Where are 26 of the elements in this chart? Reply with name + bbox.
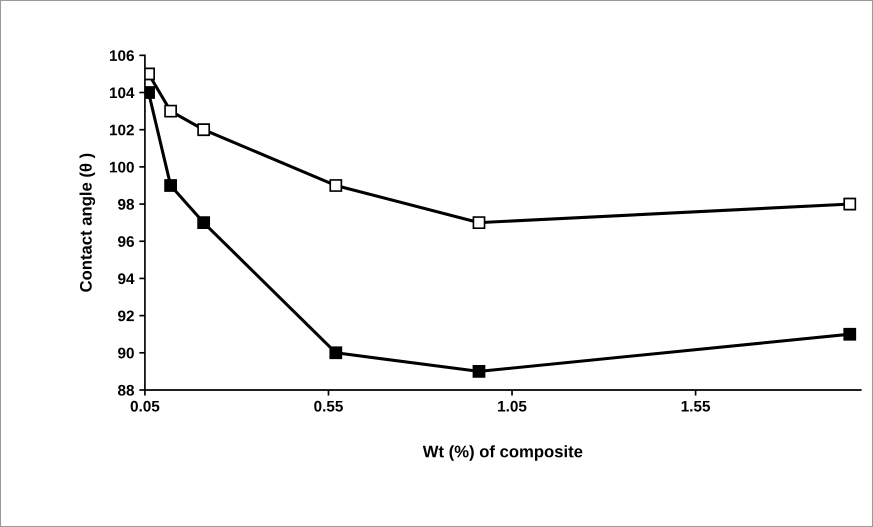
point (164, 104, 178, 118)
point (197, 216, 210, 230)
y-tick-label: 94 (118, 273, 134, 284)
x-axis-title: Wt (%) of composite (422, 445, 582, 461)
x-tick-label: 1.55 (682, 400, 710, 412)
y-tick-label: 106 (110, 50, 134, 62)
point (329, 179, 342, 192)
y-tick-label: 100 (110, 162, 134, 173)
x-tick-label: 0.05 (130, 400, 160, 412)
y-tick-label: 96 (118, 236, 134, 247)
point (472, 365, 486, 378)
y-tick-label: 104 (110, 87, 134, 98)
y-tick-label: 98 (118, 198, 134, 210)
point (197, 123, 210, 136)
y-tick-label: 92 (118, 310, 134, 322)
x-tick-label: 1.05 (498, 400, 526, 412)
x-tick-label: 0.55 (314, 400, 343, 412)
y-axis-title: Contact angle (θ ) (80, 154, 96, 292)
point (472, 216, 486, 230)
point (843, 198, 856, 210)
y-tick-label: 102 (110, 124, 134, 136)
y-tick-label: 90 (118, 348, 134, 358)
point (329, 346, 342, 360)
point (164, 179, 178, 192)
point (843, 328, 856, 341)
y-tick-label: 88 (118, 384, 134, 396)
